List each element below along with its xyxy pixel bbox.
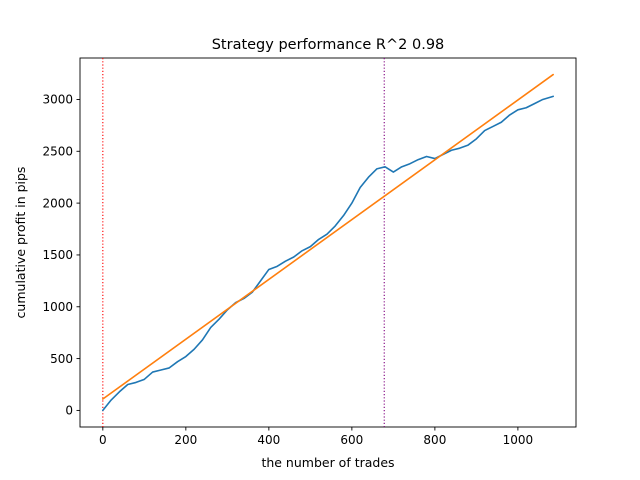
series-line-fit bbox=[102, 73, 554, 400]
x-axis: 0 200 400 600 800 1000 bbox=[99, 427, 533, 447]
x-tick-label: 0 bbox=[99, 433, 107, 447]
y-axis: 0 500 1000 1500 2000 2500 3000 bbox=[42, 93, 80, 418]
x-tick-label: 400 bbox=[257, 433, 280, 447]
y-tick-label: 2500 bbox=[42, 144, 73, 158]
series-line-profit bbox=[102, 95, 554, 412]
plot-area bbox=[79, 57, 577, 428]
y-tick-label: 2000 bbox=[42, 196, 73, 210]
chart-title: Strategy performance R^2 0.98 bbox=[212, 37, 445, 53]
y-tick-label: 3000 bbox=[42, 93, 73, 107]
x-tick-label: 1000 bbox=[503, 433, 534, 447]
y-tick-label: 0 bbox=[65, 404, 73, 418]
series-layer bbox=[102, 73, 554, 412]
y-tick-label: 1500 bbox=[42, 248, 73, 262]
y-axis-label: cumulative profit in pips bbox=[13, 167, 28, 319]
reference-lines bbox=[102, 58, 385, 427]
x-axis-label: the number of trades bbox=[261, 455, 394, 470]
x-tick-label: 600 bbox=[340, 433, 363, 447]
y-tick-label: 1000 bbox=[42, 300, 73, 314]
x-tick-label: 800 bbox=[423, 433, 446, 447]
y-tick-label: 500 bbox=[50, 352, 73, 366]
x-tick-label: 200 bbox=[174, 433, 197, 447]
